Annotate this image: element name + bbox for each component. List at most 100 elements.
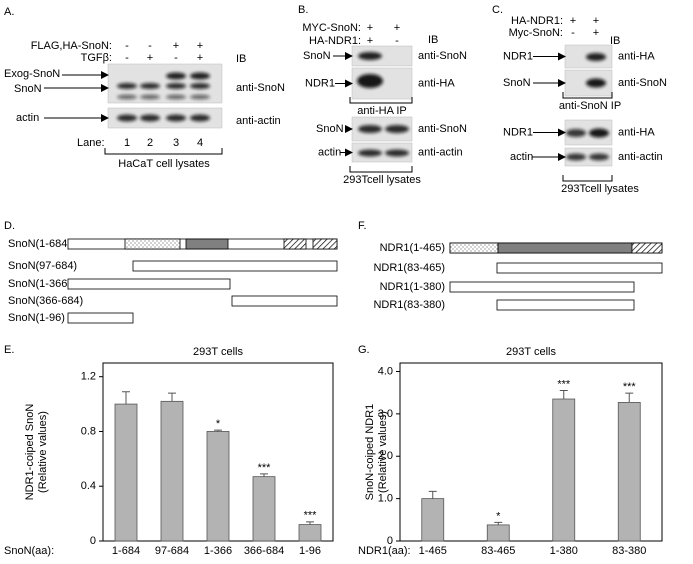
x-axis-label: SnoN(aa): — [4, 545, 54, 557]
band — [385, 125, 409, 133]
x-tick-label: 83-465 — [481, 545, 515, 557]
domain — [283, 238, 307, 250]
construct-label: SnoN(1-96) — [8, 312, 65, 324]
domain — [67, 312, 134, 324]
treatment-sign: + — [197, 52, 203, 64]
significance-label: * — [496, 510, 501, 522]
y-axis-label: NDR1-coiped SnoN — [24, 404, 36, 501]
treatment-sign: + — [394, 22, 400, 34]
chart-title: 293T cells — [193, 346, 243, 358]
chart-title: 293T cells — [506, 346, 556, 358]
band — [358, 149, 382, 157]
lane-number: 2 — [147, 137, 153, 149]
band — [357, 74, 383, 88]
x-tick-label: 97-684 — [155, 545, 189, 557]
y-tick-label: 0.8 — [81, 425, 96, 437]
bracket — [349, 166, 413, 173]
antibody-label: anti-SnoN — [618, 77, 667, 89]
band-label: SnoN — [316, 123, 344, 135]
significance-label: * — [216, 418, 221, 430]
ib-label: IB — [610, 35, 620, 47]
bar — [206, 431, 230, 542]
treatment-label: FLAG,HA-SnoN: — [31, 40, 112, 52]
treatment-label: HA-NDR1: — [309, 35, 361, 47]
lysate-label: HaCaT cell lysates — [118, 158, 210, 170]
bar — [552, 398, 576, 542]
band — [190, 83, 210, 89]
bar — [114, 403, 138, 542]
bar — [421, 498, 445, 542]
panel-label: D. — [4, 220, 15, 232]
bar — [252, 476, 276, 542]
domain — [449, 242, 499, 254]
y-tick-label: 2.0 — [378, 450, 393, 462]
lane-number: 3 — [173, 137, 179, 149]
bracket — [104, 148, 223, 155]
y-axis-label: (Relative values) — [377, 411, 389, 493]
domain — [312, 238, 338, 250]
error-bar — [214, 429, 222, 432]
treatment-sign: + — [593, 27, 599, 39]
x-axis-label: NDR1(aa): — [358, 545, 411, 557]
caption: anti-HA IP — [357, 105, 407, 117]
domain — [124, 238, 181, 250]
domain — [67, 278, 231, 290]
error-bar — [122, 391, 130, 405]
antibody-label: anti-SnoN — [418, 123, 467, 135]
caption: anti-SnoN IP — [559, 100, 621, 112]
treatment-sign: - — [125, 52, 129, 64]
treatment-sign: + — [173, 40, 179, 52]
band — [190, 72, 210, 80]
band-label: actin — [510, 151, 533, 163]
treatment-sign: - — [125, 40, 129, 52]
domain — [497, 242, 633, 254]
band — [190, 114, 210, 122]
band — [358, 125, 382, 133]
x-tick-label: 366-684 — [244, 545, 284, 557]
band — [586, 78, 606, 88]
antibody-label: anti-actin — [236, 115, 281, 127]
y-axis-label: (Relative values) — [37, 411, 49, 493]
y-tick-label: 0 — [387, 535, 393, 547]
band-label: SnoN — [503, 77, 531, 89]
treatment-sign: - — [395, 35, 399, 47]
construct-label: NDR1(1-465) — [380, 242, 445, 254]
treatment-label: TGFβ: — [81, 52, 112, 64]
y-tick-label: 0 — [90, 535, 96, 547]
bar — [617, 402, 641, 542]
band — [190, 94, 210, 100]
x-tick-label: 1-96 — [299, 545, 321, 557]
bracket — [349, 97, 413, 104]
treatment-label: Myc-SnoN: — [509, 27, 563, 39]
y-tick-label: 1.2 — [81, 371, 96, 383]
domain — [132, 260, 338, 272]
construct-label: NDR1(1-380) — [380, 281, 445, 293]
bar — [298, 524, 322, 542]
antibody-label: anti-actin — [618, 151, 663, 163]
y-axis-label: SnoN-coiped NDR1 — [364, 404, 376, 501]
panel-label: E. — [4, 344, 14, 356]
domain — [496, 262, 663, 274]
x-tick-label: 1-684 — [112, 545, 140, 557]
domain — [631, 242, 663, 254]
error-bar — [625, 392, 634, 403]
panel-label: B. — [298, 4, 308, 16]
band — [166, 72, 186, 80]
band-label: SnoN — [14, 83, 42, 95]
antibody-label: anti-HA — [618, 50, 655, 62]
x-tick-label: 1-380 — [550, 545, 578, 557]
antibody-label: anti-SnoN — [236, 82, 285, 94]
error-bar — [428, 490, 437, 499]
band — [358, 52, 382, 60]
band — [589, 153, 609, 161]
caption: 293Tcell lysates — [561, 183, 639, 195]
error-bar — [168, 392, 176, 402]
construct-label: NDR1(83-380) — [373, 299, 445, 311]
domain — [449, 281, 635, 293]
band — [140, 114, 160, 122]
lane-label: Lane: — [77, 137, 105, 149]
bracket — [562, 175, 613, 182]
construct-label: SnoN(97-684) — [8, 260, 77, 272]
